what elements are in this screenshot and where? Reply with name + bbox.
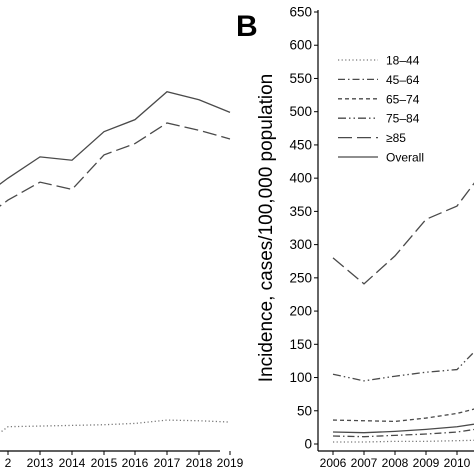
panel-b-x-tick-label: 2008 xyxy=(382,456,409,470)
panel-b: B Incidence, cases/100,000 population 0 5… xyxy=(236,5,474,470)
panel-a-x-ticks: 2 2013 2014 2015 2016 2017 2018 2019 xyxy=(5,451,244,470)
panel-a-x-tick-label: 2013 xyxy=(27,456,54,470)
legend-label-5: ≥85 xyxy=(386,131,406,145)
legend-label-2: 45–64 xyxy=(386,73,420,87)
panel-a-lines xyxy=(0,91,231,434)
panel-b-y-tick-label: 600 xyxy=(289,38,312,53)
panel-b-series-line-2 xyxy=(332,428,474,438)
panel-b-series-line-3 xyxy=(332,408,474,423)
panel-a-x-tick-label: 2016 xyxy=(122,456,149,470)
panel-b-series-line-5 xyxy=(332,182,474,285)
panel-a-x-tick-label: 2014 xyxy=(59,456,86,470)
panel-b-x-tick-label: 2009 xyxy=(413,456,440,470)
panel-b-y-tick-label: 550 xyxy=(289,71,312,86)
panel-a-x-tick-label: 2019 xyxy=(217,456,244,470)
panel-a-x-tick-label: 2018 xyxy=(186,456,213,470)
panel-b-legend: 18–44 45–64 65–74 75–84 ≥85 Overall xyxy=(338,54,424,165)
legend-label-4: 75–84 xyxy=(386,112,420,126)
panel-b-y-ticks: 0 50 100 150 200 250 300 350 400 450 500 550 600 650 xyxy=(289,5,318,452)
panel-b-series-line-4 xyxy=(332,351,474,382)
panel-b-series-line-6 xyxy=(332,423,474,434)
panel-b-x-ticks: 200620072008200920102 xyxy=(320,451,471,470)
panel-b-lines xyxy=(332,182,474,443)
panel-b-y-tick-label: 150 xyxy=(289,337,312,352)
panel-b-y-tick-label: 0 xyxy=(304,437,312,452)
panel-a-x-tick-label: 2017 xyxy=(154,456,181,470)
panel-a-x-tick-label: 2015 xyxy=(91,456,118,470)
panel-b-y-tick-label: 300 xyxy=(289,237,312,252)
legend-label-6: Overall xyxy=(386,151,424,165)
panel-b-y-tick-label: 50 xyxy=(297,403,312,418)
panel-b-x-tick-label: 2006 xyxy=(320,456,347,470)
panel-a-series-3-line xyxy=(0,419,231,434)
panel-b-y-tick-label: 400 xyxy=(289,171,312,186)
panel-b-y-tick-label: 650 xyxy=(289,5,312,20)
panel-a: 2 2013 2014 2015 2016 2017 2018 2019 xyxy=(0,91,244,470)
panel-a-series-2-line xyxy=(0,122,231,207)
panel-b-series-line-1 xyxy=(333,439,474,443)
panel-b-y-tick-label: 200 xyxy=(289,304,312,319)
legend-label-3: 65–74 xyxy=(386,92,420,106)
panel-b-x-tick-label: 2007 xyxy=(351,456,378,470)
panel-b-y-axis-label: Incidence, cases/100,000 population xyxy=(256,74,277,382)
panel-b-x-tick-label: 2010 xyxy=(444,456,471,470)
legend-label-1: 18–44 xyxy=(386,54,420,68)
panel-b-y-tick-label: 450 xyxy=(289,137,312,152)
panel-a-series-1-line xyxy=(0,91,231,185)
panel-a-x-tick-label: 2 xyxy=(5,456,12,470)
panel-letter-b: B xyxy=(236,10,258,43)
panel-b-y-tick-label: 500 xyxy=(289,104,312,119)
panel-b-y-tick-label: 350 xyxy=(289,204,312,219)
panel-b-y-tick-label: 100 xyxy=(289,370,312,385)
panel-b-y-tick-label: 250 xyxy=(289,270,312,285)
